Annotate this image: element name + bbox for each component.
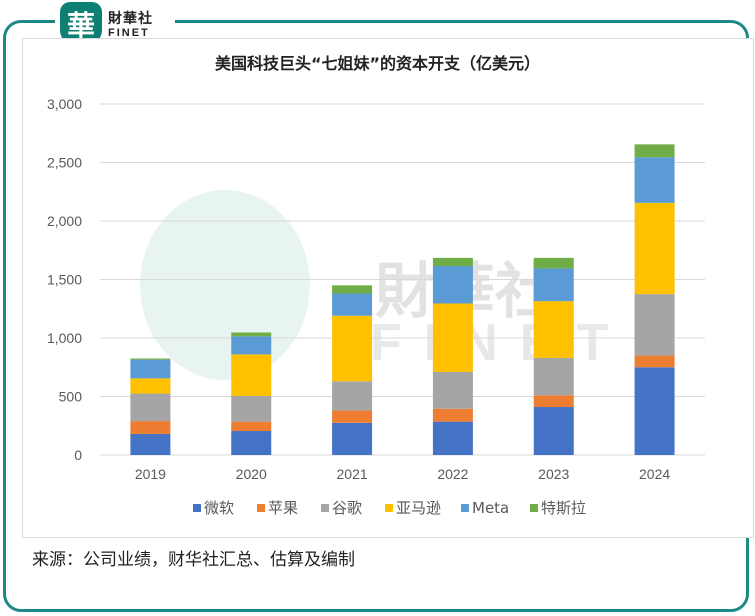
legend-swatch: [461, 504, 469, 512]
bar-segment: [533, 357, 574, 396]
y-tick-label: 2,500: [47, 155, 82, 171]
bar-segment: [432, 421, 473, 455]
legend-label: 特斯拉: [541, 499, 586, 517]
x-tick-label: 2024: [639, 466, 670, 482]
bar-segment: [130, 421, 171, 434]
bar-segment: [533, 395, 574, 408]
bar-segment: [332, 410, 373, 423]
bar-segment: [130, 378, 171, 394]
bar-segment: [231, 354, 272, 396]
y-tick-label: 0: [74, 447, 82, 463]
x-tick-label: 2019: [135, 466, 166, 482]
bar-segment: [533, 257, 574, 269]
bar-segment: [231, 421, 272, 432]
source-note: 来源：公司业绩，财华社汇总、估算及编制: [32, 550, 355, 570]
gridlines: [100, 103, 705, 456]
bar-segment: [432, 266, 473, 304]
bar-segment: [634, 157, 675, 203]
bar-segment: [432, 257, 473, 267]
bar-segment: [533, 407, 574, 455]
legend-swatch: [530, 504, 538, 512]
bar-segment: [432, 303, 473, 372]
x-tick-label: 2020: [236, 466, 267, 482]
bar-segment: [130, 393, 171, 422]
bar-segment: [231, 336, 272, 355]
bar-segment: [634, 144, 675, 158]
bar-segment: [634, 367, 675, 455]
y-tick-label: 1,500: [47, 272, 82, 288]
bar-segment: [332, 285, 373, 294]
bar-segment: [634, 294, 675, 356]
legend: 微软 苹果 谷歌 亚马逊 Meta 特斯拉: [193, 499, 586, 517]
legend-label: Meta: [472, 499, 509, 517]
brand-name-cn: 財華社: [108, 11, 153, 27]
bars: [130, 144, 675, 455]
bar-segment: [332, 293, 373, 316]
y-tick-label: 3,000: [47, 96, 82, 112]
x-tick-label: 2023: [538, 466, 569, 482]
bar-segment: [231, 332, 272, 337]
bar-segment: [332, 422, 373, 455]
bar-segment: [432, 408, 473, 422]
legend-swatch: [257, 504, 265, 512]
legend-label: 谷歌: [332, 499, 362, 517]
legend-label: 苹果: [268, 499, 298, 517]
legend-label: 亚马逊: [396, 499, 441, 517]
legend-swatch: [385, 504, 393, 512]
bar-segment: [634, 202, 675, 295]
bar-segment: [130, 433, 171, 455]
y-tick-label: 1,000: [47, 330, 82, 346]
y-tick-label: 500: [59, 389, 83, 405]
bar-segment: [533, 301, 574, 358]
brand-name-en: FINET: [108, 27, 150, 39]
legend-label: 微软: [204, 499, 234, 517]
brand-name: 財華社 FINET: [108, 12, 153, 39]
bar-segment: [332, 315, 373, 382]
legend-swatch: [321, 504, 329, 512]
bar-segment: [533, 268, 574, 302]
bar-segment: [634, 355, 675, 368]
y-tick-label: 2,000: [47, 213, 82, 229]
bar-segment: [231, 431, 272, 455]
x-tick-label: 2021: [337, 466, 368, 482]
bar-segment: [231, 395, 272, 422]
logo-glyph: 華: [66, 9, 95, 42]
legend-swatch: [193, 504, 201, 512]
bar-segment: [432, 371, 473, 409]
x-tick-label: 2022: [437, 466, 468, 482]
bar-segment: [332, 381, 373, 411]
y-axis-ticks: 0 500 1,000 1,500 2,000 2,500 3,000: [47, 96, 82, 463]
chart-title: 美国科技巨头“七姐妹”的资本开支（亿美元）: [214, 54, 541, 73]
bar-segment: [130, 358, 171, 360]
x-axis-ticks: 2019 2020 2021 2022 2023 2024: [135, 466, 671, 482]
bar-segment: [130, 359, 171, 379]
